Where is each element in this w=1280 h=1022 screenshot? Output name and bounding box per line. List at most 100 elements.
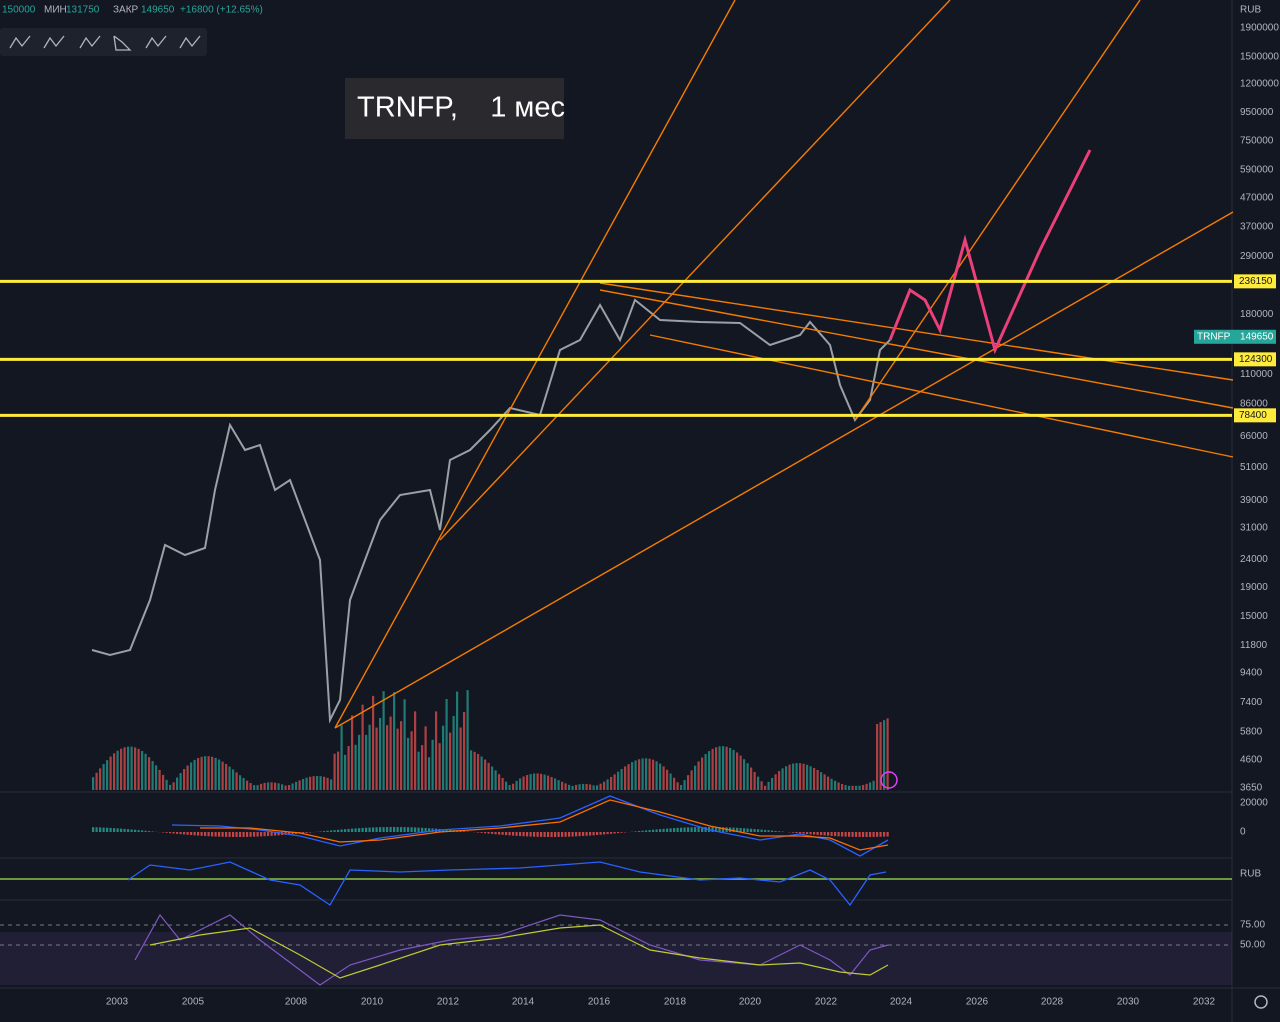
volume-bar xyxy=(284,785,287,790)
macd-bar xyxy=(95,827,98,832)
stoch-line xyxy=(134,913,889,986)
x-tick-label: 2022 xyxy=(815,997,838,1008)
macd-bar xyxy=(123,828,126,832)
volume-bar xyxy=(368,724,371,790)
macd-bar xyxy=(715,827,718,832)
pattern-icon[interactable] xyxy=(79,35,101,49)
volume-bar xyxy=(816,769,819,790)
volume-bar xyxy=(477,753,480,790)
macd-bar xyxy=(477,832,480,833)
macd-bar xyxy=(669,828,672,832)
macd-bar xyxy=(127,829,130,832)
macd-bar xyxy=(732,827,735,832)
volume-bar xyxy=(879,722,882,790)
macd-bar xyxy=(855,832,858,837)
volume-bar xyxy=(743,759,746,790)
macd-bar xyxy=(218,832,221,837)
y-tick-label: 15000 xyxy=(1240,611,1268,622)
volume-bar xyxy=(792,763,795,790)
macd-bar xyxy=(183,832,186,835)
trend-lines xyxy=(334,0,1234,729)
pattern-icon[interactable] xyxy=(43,35,65,49)
volume-bar xyxy=(715,747,718,790)
macd-bar xyxy=(302,832,305,834)
macd-bar xyxy=(620,832,623,833)
volume-bar xyxy=(851,785,854,790)
macd-bar xyxy=(872,832,875,837)
volume-bar xyxy=(242,778,245,790)
volume-bar xyxy=(186,765,189,790)
macd-bar xyxy=(694,827,697,832)
x-tick-label: 2024 xyxy=(890,997,913,1008)
macd-bar xyxy=(351,828,354,832)
volume-bar xyxy=(683,780,686,790)
macd-bar xyxy=(116,828,119,832)
level-label: 124300 xyxy=(1239,354,1273,365)
macd-bar xyxy=(666,828,669,832)
stoch-signal xyxy=(149,924,889,979)
volume-bar xyxy=(522,776,525,790)
macd-bar xyxy=(323,831,326,832)
macd-bar xyxy=(113,828,116,832)
volume-bar xyxy=(687,775,690,790)
macd-bar xyxy=(711,827,714,832)
rsi-line xyxy=(127,861,887,907)
macd-bar xyxy=(529,832,532,837)
flash-icon[interactable] xyxy=(880,771,898,789)
macd-bar xyxy=(536,832,539,837)
macd-bar xyxy=(165,832,168,833)
y-tick-label: 11800 xyxy=(1240,640,1268,651)
volume-bar xyxy=(211,756,214,790)
macd-bar xyxy=(851,832,854,837)
volume-bar xyxy=(501,777,504,790)
macd-bar xyxy=(606,832,609,835)
macd-bar xyxy=(365,827,368,832)
macd-bar xyxy=(309,832,312,833)
volume-bar xyxy=(403,699,406,790)
macd-bar xyxy=(445,829,448,832)
macd-bar xyxy=(757,829,760,832)
macd-bar xyxy=(515,832,518,836)
volume-bar xyxy=(407,737,410,790)
macd-bar xyxy=(200,832,203,836)
macd-bar xyxy=(246,832,249,837)
volume-bar xyxy=(309,776,312,790)
macd-bar xyxy=(242,832,245,837)
volume-bar xyxy=(305,777,308,790)
volume-bar xyxy=(379,717,382,790)
trend-line xyxy=(334,0,736,729)
pattern-icon[interactable] xyxy=(179,35,201,49)
volume-bar xyxy=(725,746,728,790)
macd-bar xyxy=(848,832,851,837)
volume-bar xyxy=(760,781,763,790)
volume-bar xyxy=(158,769,161,790)
volume-bar xyxy=(123,747,126,790)
volume-bar xyxy=(263,782,266,790)
macd-bar xyxy=(638,831,641,832)
settings-icon[interactable] xyxy=(1254,995,1268,1009)
macd-bar xyxy=(879,832,882,837)
macd-bar xyxy=(739,828,742,832)
volume-bar xyxy=(778,771,781,790)
pattern-icon[interactable] xyxy=(9,35,31,49)
macd-bar xyxy=(228,832,231,837)
volume-bar xyxy=(396,728,399,790)
toolbar-icons[interactable] xyxy=(9,35,201,51)
macd-bar xyxy=(652,829,655,832)
volume-bar xyxy=(757,776,760,790)
volume-bar xyxy=(764,785,767,790)
volume-bar xyxy=(410,731,413,790)
trend-line xyxy=(599,289,1234,409)
volume-bar xyxy=(435,711,438,790)
volume-bar xyxy=(694,765,697,790)
volume-bar xyxy=(449,732,452,790)
macd-bar xyxy=(232,832,235,837)
level-tag xyxy=(1234,352,1276,367)
macd-bar xyxy=(701,827,704,832)
y-tick-label: 66000 xyxy=(1240,431,1268,442)
volume-bar xyxy=(316,775,319,790)
pattern-icon[interactable] xyxy=(145,35,167,49)
y-tick-label: 19000 xyxy=(1240,582,1268,593)
pattern-icon[interactable] xyxy=(113,35,132,51)
volume-bar xyxy=(337,751,340,790)
